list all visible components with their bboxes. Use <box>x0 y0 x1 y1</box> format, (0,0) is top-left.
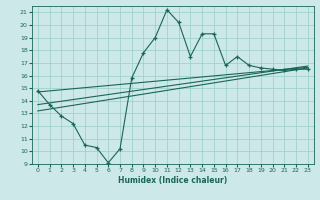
X-axis label: Humidex (Indice chaleur): Humidex (Indice chaleur) <box>118 176 228 185</box>
